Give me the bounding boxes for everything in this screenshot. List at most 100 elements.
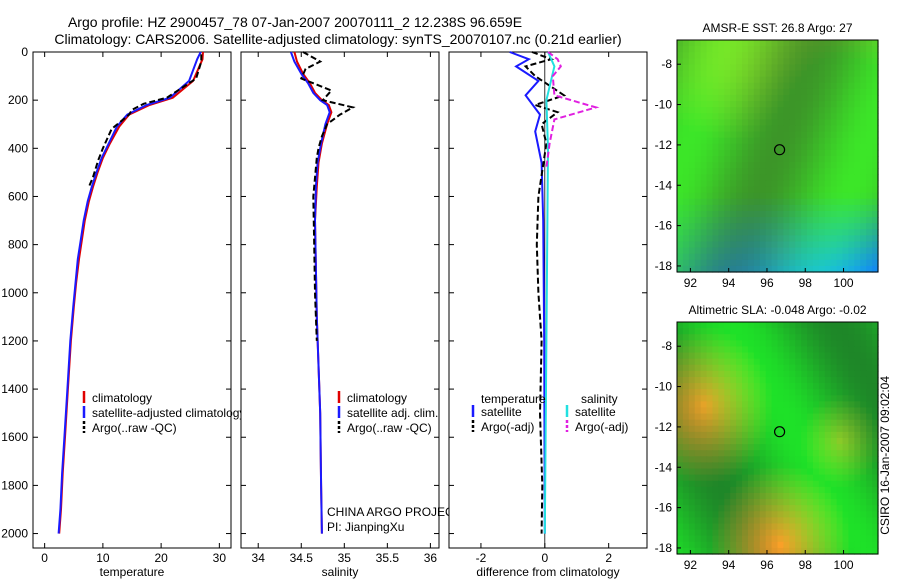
map-cell xyxy=(742,511,749,518)
map-cell xyxy=(836,156,844,163)
map-cell xyxy=(866,156,873,163)
map-cell xyxy=(807,334,814,341)
map-cell xyxy=(848,40,855,47)
map-cell xyxy=(694,474,702,482)
map-cell xyxy=(712,444,719,451)
map-cell xyxy=(694,241,702,249)
map-cell xyxy=(677,247,684,255)
map-cell xyxy=(753,486,761,494)
map-cell xyxy=(777,119,785,127)
map-cell xyxy=(795,358,802,366)
map-cell xyxy=(724,401,731,409)
map-cell xyxy=(712,58,719,66)
map-cell xyxy=(830,456,838,464)
x-tick-label: 20 xyxy=(154,551,168,565)
map-cell xyxy=(747,168,755,175)
map-cell xyxy=(765,395,773,402)
map-cell xyxy=(694,523,702,531)
map-cell xyxy=(860,383,867,390)
map-cell xyxy=(712,52,719,59)
map-cell xyxy=(718,517,725,525)
map-cell xyxy=(812,265,820,273)
map-cell xyxy=(765,474,773,482)
map-cell xyxy=(759,480,767,488)
map-cell xyxy=(677,131,684,139)
map-cell xyxy=(730,235,737,243)
map-cell xyxy=(730,486,737,494)
map-cell xyxy=(783,143,790,151)
map-cell xyxy=(842,346,850,354)
map-cell xyxy=(700,389,708,396)
map-cell xyxy=(872,511,879,518)
map-cell xyxy=(789,541,796,549)
map-cell xyxy=(706,352,714,360)
map-cell xyxy=(812,204,820,212)
map-cell xyxy=(771,64,779,72)
map-cell xyxy=(706,474,714,482)
map-cell xyxy=(694,192,702,200)
map-cell xyxy=(718,407,725,415)
map-cell xyxy=(812,370,820,378)
map-cell xyxy=(866,174,873,182)
map-cell xyxy=(830,505,838,512)
map-cell xyxy=(836,247,844,255)
map-cell xyxy=(700,235,708,243)
map-cell xyxy=(759,64,767,72)
map-cell xyxy=(765,462,773,470)
map-cell xyxy=(812,462,820,470)
map-cell xyxy=(860,125,867,133)
map-cell xyxy=(700,58,708,66)
map-cell xyxy=(718,328,725,335)
map-cell xyxy=(854,413,861,421)
map-cell xyxy=(765,376,773,384)
map-cell xyxy=(818,180,826,188)
map-cell xyxy=(789,376,796,384)
map-cell xyxy=(700,174,708,182)
map-cell xyxy=(771,76,779,84)
map-cell xyxy=(866,223,873,230)
map-cell xyxy=(848,486,855,494)
map-cell xyxy=(759,76,767,84)
map-cell xyxy=(854,505,861,512)
map-cell xyxy=(866,229,873,236)
map-cell xyxy=(688,547,696,555)
map-cell xyxy=(706,389,714,396)
map-cell xyxy=(724,413,731,421)
map-cell xyxy=(742,168,749,175)
map-cell xyxy=(706,247,714,255)
map-cell xyxy=(860,113,867,120)
map-cell xyxy=(830,204,838,212)
map-cell xyxy=(866,505,873,512)
map-cell xyxy=(747,322,755,329)
map-cell xyxy=(818,229,826,236)
map-cell xyxy=(818,389,826,396)
map-cell xyxy=(736,58,743,66)
map-cell xyxy=(706,186,714,194)
map-cell xyxy=(783,346,790,354)
map-cell xyxy=(848,535,855,543)
map-cell xyxy=(712,376,719,384)
map-cell xyxy=(747,456,755,464)
map-cell xyxy=(789,364,796,372)
map-cell xyxy=(848,438,855,445)
map-cell xyxy=(812,40,820,47)
map-cell xyxy=(848,198,855,206)
map-cell xyxy=(736,358,743,366)
map-cell xyxy=(866,425,873,433)
map-cell xyxy=(688,119,696,127)
map-cell xyxy=(677,52,684,59)
map-cell xyxy=(718,162,725,169)
map-cell xyxy=(795,149,802,157)
map-cell xyxy=(866,444,873,451)
map-cell xyxy=(872,468,879,476)
map-cell xyxy=(866,535,873,543)
map-cell xyxy=(694,88,702,96)
map-cell xyxy=(807,468,814,476)
map-cell xyxy=(789,259,796,267)
map-cell xyxy=(783,450,790,457)
map-cell xyxy=(742,217,749,224)
legend-entry: climatology xyxy=(347,391,407,405)
map-cell xyxy=(807,450,814,457)
map-cell xyxy=(783,265,790,273)
map-cell xyxy=(736,322,743,329)
